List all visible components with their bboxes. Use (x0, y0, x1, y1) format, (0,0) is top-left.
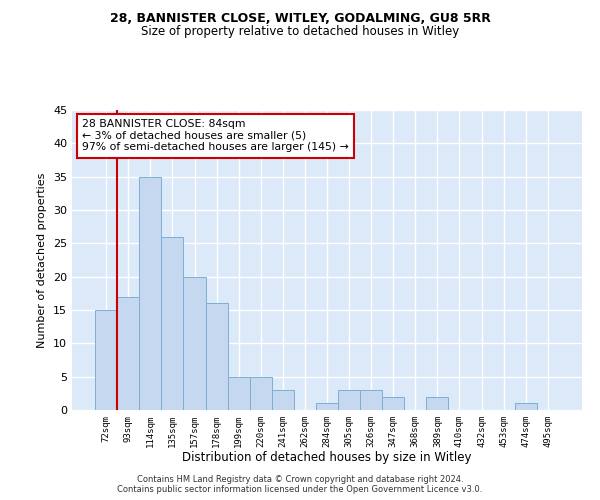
Bar (316, 404, 338, 410)
Text: Contains public sector information licensed under the Open Government Licence v3: Contains public sector information licen… (118, 485, 482, 494)
Bar (250, 376, 272, 410)
Text: Size of property relative to detached houses in Witley: Size of property relative to detached ho… (141, 25, 459, 38)
Bar (515, 404, 537, 410)
Bar (338, 390, 360, 410)
Bar (382, 396, 404, 410)
Bar (139, 176, 161, 410)
Bar (161, 236, 184, 410)
Bar (95, 310, 117, 410)
Bar (184, 276, 206, 410)
Text: 28 BANNISTER CLOSE: 84sqm
← 3% of detached houses are smaller (5)
97% of semi-de: 28 BANNISTER CLOSE: 84sqm ← 3% of detach… (82, 119, 349, 152)
Text: Distribution of detached houses by size in Witley: Distribution of detached houses by size … (182, 451, 472, 464)
Text: Contains HM Land Registry data © Crown copyright and database right 2024.: Contains HM Land Registry data © Crown c… (137, 474, 463, 484)
Bar (117, 296, 139, 410)
Bar (206, 304, 227, 410)
Bar (272, 390, 294, 410)
Bar (227, 376, 250, 410)
Bar (360, 390, 382, 410)
Text: 28, BANNISTER CLOSE, WITLEY, GODALMING, GU8 5RR: 28, BANNISTER CLOSE, WITLEY, GODALMING, … (110, 12, 490, 26)
Y-axis label: Number of detached properties: Number of detached properties (37, 172, 47, 348)
Bar (427, 396, 448, 410)
